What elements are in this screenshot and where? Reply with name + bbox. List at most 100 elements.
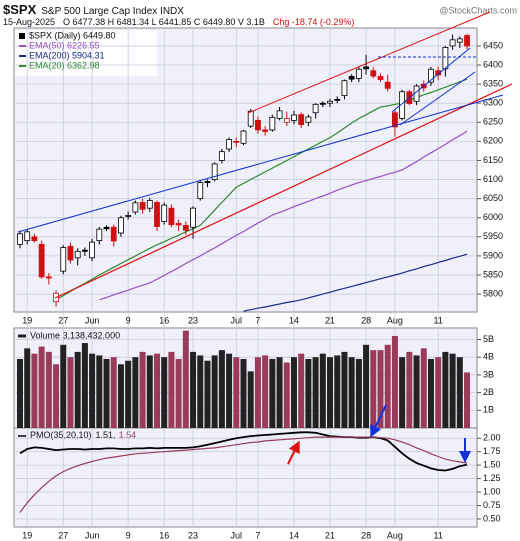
header-title: $SPX S&P 500 Large Cap Index INDX (3, 2, 184, 17)
candle-body (204, 181, 211, 183)
volume-bar (420, 348, 427, 428)
date: 15-Aug-2025 (3, 17, 55, 27)
x-tick-label: Jun (85, 530, 100, 540)
volume-bar (132, 357, 139, 428)
trendline (54, 83, 513, 299)
y-tick-label: 5850 (483, 269, 503, 279)
volume-bar (341, 351, 348, 428)
volume-bar (125, 360, 132, 428)
candle-body (197, 182, 204, 200)
candle-body (161, 204, 168, 222)
candle-body (17, 233, 23, 245)
candle-body (81, 249, 88, 252)
candle-body (449, 39, 456, 47)
volume-bar (327, 357, 334, 428)
candle-body (74, 250, 81, 259)
candle-body (327, 100, 333, 104)
y-tick-label: 6400 (483, 59, 503, 69)
y-tick-label: 6200 (483, 136, 503, 146)
y-tick-label: 5900 (483, 250, 503, 260)
volume-bar (247, 371, 254, 428)
volume-bar (363, 344, 370, 428)
volume-bar (153, 353, 160, 428)
legend-label: $SPX (Daily) 6449.80 (29, 30, 116, 40)
volume-bar (139, 351, 146, 428)
candle-body (305, 116, 312, 123)
legend-label: EMA(50) 6226.55 (29, 40, 100, 50)
y-tick-label: 6250 (483, 117, 503, 127)
x-tick-label: 19 (22, 315, 32, 325)
candle-body (363, 66, 369, 70)
volume-bar (110, 357, 117, 428)
candle-body (211, 163, 218, 180)
candle-body (341, 80, 348, 96)
arrow (370, 404, 387, 438)
candle-body (255, 119, 261, 131)
x-tick-label: 27 (58, 530, 68, 540)
candle-body (139, 202, 146, 210)
y-tick-label: 2.00 (483, 433, 501, 443)
y-tick-label: 3B (483, 369, 494, 379)
x-tick-label: Jun (85, 315, 100, 325)
quote-line: 15-Aug-2025 O 6477.38 H 6481.34 L 6441.85… (3, 17, 354, 27)
volume-bar (334, 355, 341, 428)
volume-bar (89, 353, 96, 428)
volume-bar (204, 360, 211, 428)
candle-body (442, 47, 449, 70)
pmo-legend: PMO(35,20,10) 1.51, 1.54 (30, 430, 136, 440)
volume-bar (38, 346, 45, 428)
line (19, 436, 468, 513)
candle-body (118, 217, 124, 234)
volume-bar (182, 330, 189, 428)
volume-bar (355, 358, 362, 428)
x-tick-label: 14 (289, 530, 299, 540)
volume-bar (146, 355, 153, 428)
source: @StockCharts.com (439, 5, 517, 15)
volume-bar (283, 362, 290, 428)
volume-bar (312, 357, 319, 428)
pmo-title: PMO(35,20,10) (30, 430, 92, 440)
volume-bar (464, 372, 471, 428)
volume-bar (218, 350, 225, 428)
volume-bar (435, 357, 442, 428)
x-tick-label: 16 (159, 315, 169, 325)
volume-bar (240, 358, 247, 428)
x-tick-label: Jul (231, 530, 243, 540)
volume-bar (456, 357, 463, 428)
x-tick-label: 28 (361, 530, 371, 540)
pmo-value: 1.51, (96, 430, 116, 440)
volume-bar (449, 353, 456, 428)
x-tick-label: 23 (188, 315, 198, 325)
volume-bar (197, 355, 204, 428)
x-tick-label: 11 (434, 530, 443, 540)
candle-body (146, 200, 153, 209)
volume-bar (370, 350, 377, 428)
volume-bar (384, 344, 391, 428)
ticker: $SPX (3, 2, 37, 17)
volume-bar (31, 353, 38, 428)
candle-body (298, 114, 305, 125)
candle-body (24, 231, 31, 242)
volume-bar (377, 350, 384, 428)
volume-bar (290, 357, 297, 428)
candle-body (247, 110, 254, 127)
candle-body (370, 70, 377, 77)
volume-bar (298, 353, 305, 428)
candle-body (269, 116, 276, 131)
legend-label: EMA(200) 5904.31 (29, 50, 105, 60)
volume-bar (24, 348, 31, 428)
x-tick-label: 7 (255, 530, 260, 540)
trendline (391, 47, 471, 113)
x-tick-label: 11 (434, 315, 443, 325)
line (19, 431, 468, 472)
volume-bar (161, 357, 168, 428)
volume-bar (413, 355, 420, 428)
candle-body (262, 129, 269, 132)
candle-body (355, 68, 362, 79)
volume-bar (81, 343, 88, 428)
candle-body (334, 98, 341, 101)
volume-bar (406, 351, 413, 428)
candle-body (175, 223, 182, 226)
volume-bar (67, 357, 74, 428)
